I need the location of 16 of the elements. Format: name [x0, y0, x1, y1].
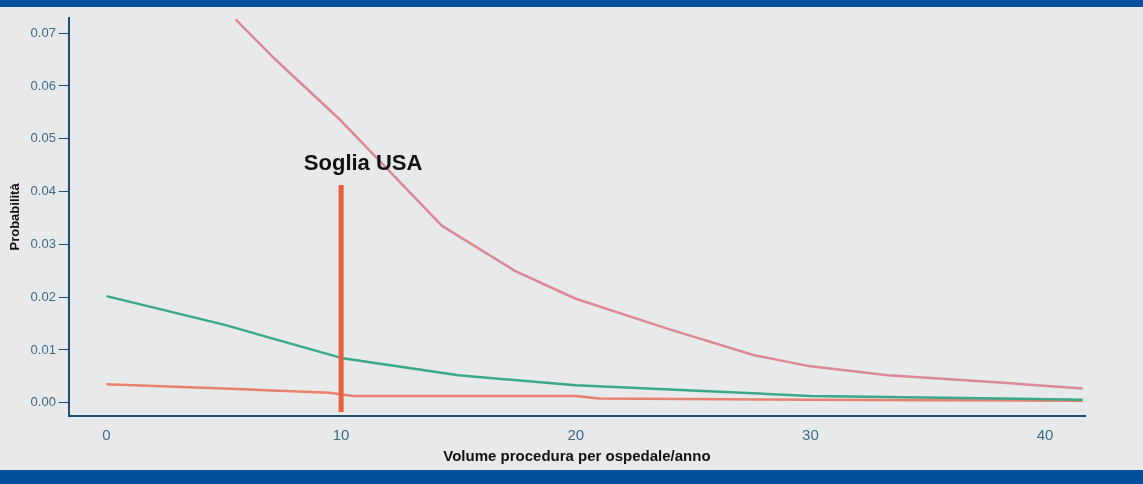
- y-tick-label: 0.00: [30, 394, 56, 410]
- x-tick-label: 40: [1036, 426, 1054, 444]
- x-axis-title: Volume procedura per ospedale/anno: [443, 447, 711, 465]
- y-tick-label: 0.05: [30, 130, 56, 146]
- x-tick-label: 20: [567, 426, 585, 444]
- x-tick-label: 10: [332, 426, 350, 444]
- x-tick-label: 30: [802, 426, 819, 444]
- x-tick-label: 0: [102, 426, 111, 444]
- y-tick-label: 0.01: [30, 341, 56, 357]
- y-tick-label: 0.03: [30, 235, 56, 251]
- y-tick-label: 0.07: [30, 24, 56, 40]
- y-axis-title: Probabilità: [7, 182, 23, 251]
- y-tick-label: 0.06: [30, 77, 56, 93]
- y-tick-label: 0.04: [30, 183, 56, 199]
- y-tick-label: 0.02: [30, 288, 56, 304]
- ref-line-label: Soglia USA: [303, 150, 423, 176]
